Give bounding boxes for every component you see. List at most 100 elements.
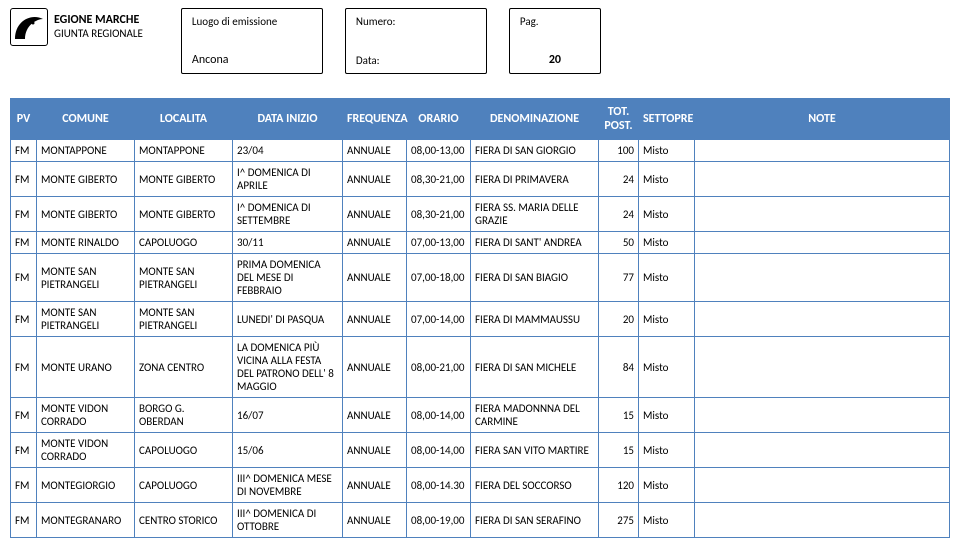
col-freq: FREQUENZA bbox=[343, 99, 407, 140]
cell-set: Misto bbox=[639, 232, 695, 254]
cell-pv: FM bbox=[11, 162, 37, 197]
cell-note bbox=[695, 232, 950, 254]
logo-subtitle: GIUNTA REGIONALE bbox=[54, 28, 143, 40]
page-label: Pag. bbox=[520, 15, 590, 28]
cell-localita: CAPOLUOGO bbox=[135, 232, 233, 254]
emission-place-box: Luogo di emissione Ancona bbox=[181, 8, 323, 74]
cell-den: FIERA MADONNNA DEL CARMINE bbox=[471, 398, 599, 433]
cell-data: 23/04 bbox=[233, 140, 343, 162]
cell-freq: ANNUALE bbox=[343, 468, 407, 503]
document-header: EGIONE MARCHE GIUNTA REGIONALE Luogo di … bbox=[10, 8, 950, 74]
cell-localita: CENTRO STORICO bbox=[135, 503, 233, 538]
table-head: PV COMUNE LOCALITA DATA INIZIO FREQUENZA… bbox=[11, 99, 950, 140]
cell-orario: 07,00-13,00 bbox=[407, 232, 471, 254]
cell-freq: ANNUALE bbox=[343, 140, 407, 162]
cell-comune: MONTE GIBERTO bbox=[37, 162, 135, 197]
cell-comune: MONTE SAN PIETRANGELI bbox=[37, 302, 135, 337]
cell-data: 16/07 bbox=[233, 398, 343, 433]
cell-orario: 08,00-19,00 bbox=[407, 503, 471, 538]
cell-note bbox=[695, 398, 950, 433]
col-note: NOTE bbox=[695, 99, 950, 140]
col-data: DATA INIZIO bbox=[233, 99, 343, 140]
cell-set: Misto bbox=[639, 254, 695, 302]
table-row: FMMONTE URANOZONA CENTROLA DOMENICA PIÙ … bbox=[11, 337, 950, 398]
cell-pv: FM bbox=[11, 302, 37, 337]
cell-orario: 08,30-21,00 bbox=[407, 197, 471, 232]
cell-pv: FM bbox=[11, 503, 37, 538]
cell-data: LA DOMENICA PIÙ VICINA ALLA FESTA DEL PA… bbox=[233, 337, 343, 398]
cell-note bbox=[695, 337, 950, 398]
data-table: PV COMUNE LOCALITA DATA INIZIO FREQUENZA… bbox=[10, 98, 950, 538]
logo-text: EGIONE MARCHE GIUNTA REGIONALE bbox=[54, 14, 143, 39]
table-row: FMMONTE RINALDOCAPOLUOGO30/11ANNUALE07,0… bbox=[11, 232, 950, 254]
cell-note bbox=[695, 254, 950, 302]
cell-tot: 50 bbox=[599, 232, 639, 254]
logo-block: EGIONE MARCHE GIUNTA REGIONALE bbox=[10, 8, 143, 46]
col-set: SETTOPRE bbox=[639, 99, 695, 140]
table-body: FMMONTAPPONEMONTAPPONE23/04ANNUALE08,00-… bbox=[11, 140, 950, 538]
cell-freq: ANNUALE bbox=[343, 503, 407, 538]
col-localita: LOCALITA bbox=[135, 99, 233, 140]
cell-note bbox=[695, 503, 950, 538]
cell-tot: 24 bbox=[599, 162, 639, 197]
cell-localita: MONTE GIBERTO bbox=[135, 162, 233, 197]
cell-den: FIERA DEL SOCCORSO bbox=[471, 468, 599, 503]
table-row: FMMONTAPPONEMONTAPPONE23/04ANNUALE08,00-… bbox=[11, 140, 950, 162]
cell-pv: FM bbox=[11, 398, 37, 433]
cell-data: 30/11 bbox=[233, 232, 343, 254]
cell-localita: BORGO G. OBERDAN bbox=[135, 398, 233, 433]
page-value: 20 bbox=[520, 53, 590, 67]
cell-den: FIERA DI PRIMAVERA bbox=[471, 162, 599, 197]
cell-freq: ANNUALE bbox=[343, 398, 407, 433]
col-orario: ORARIO bbox=[407, 99, 471, 140]
cell-orario: 08,00-14,00 bbox=[407, 398, 471, 433]
cell-data: III^ DOMENICA DI OTTOBRE bbox=[233, 503, 343, 538]
cell-tot: 20 bbox=[599, 302, 639, 337]
cell-note bbox=[695, 468, 950, 503]
cell-localita: MONTAPPONE bbox=[135, 140, 233, 162]
table-header-row: PV COMUNE LOCALITA DATA INIZIO FREQUENZA… bbox=[11, 99, 950, 140]
cell-tot: 100 bbox=[599, 140, 639, 162]
cell-set: Misto bbox=[639, 433, 695, 468]
page-box: Pag. 20 bbox=[509, 8, 601, 74]
cell-comune: MONTE URANO bbox=[37, 337, 135, 398]
cell-data: PRIMA DOMENICA DEL MESE DI FEBBRAIO bbox=[233, 254, 343, 302]
cell-orario: 08,00-14.30 bbox=[407, 468, 471, 503]
cell-tot: 77 bbox=[599, 254, 639, 302]
cell-freq: ANNUALE bbox=[343, 433, 407, 468]
cell-orario: 08,30-21,00 bbox=[407, 162, 471, 197]
table-row: FMMONTE VIDON CORRADOBORGO G. OBERDAN16/… bbox=[11, 398, 950, 433]
table-row: FMMONTE SAN PIETRANGELIMONTE SAN PIETRAN… bbox=[11, 254, 950, 302]
cell-den: FIERA DI SAN MICHELE bbox=[471, 337, 599, 398]
emission-place-label: Luogo di emissione bbox=[192, 15, 312, 28]
number-label: Numero: bbox=[356, 15, 476, 28]
cell-pv: FM bbox=[11, 337, 37, 398]
cell-localita: CAPOLUOGO bbox=[135, 433, 233, 468]
col-tot: TOT. POST. bbox=[599, 99, 639, 140]
cell-freq: ANNUALE bbox=[343, 197, 407, 232]
cell-set: Misto bbox=[639, 398, 695, 433]
cell-set: Misto bbox=[639, 162, 695, 197]
cell-freq: ANNUALE bbox=[343, 162, 407, 197]
header-boxes: Luogo di emissione Ancona Numero: Data: … bbox=[181, 8, 601, 74]
logo-title: EGIONE MARCHE bbox=[54, 14, 143, 27]
cell-comune: MONTE GIBERTO bbox=[37, 197, 135, 232]
cell-den: FIERA SAN VITO MARTIRE bbox=[471, 433, 599, 468]
cell-comune: MONTEGRANARO bbox=[37, 503, 135, 538]
cell-orario: 08,00-21,00 bbox=[407, 337, 471, 398]
cell-comune: MONTE VIDON CORRADO bbox=[37, 398, 135, 433]
emission-place-value: Ancona bbox=[192, 53, 312, 67]
cell-set: Misto bbox=[639, 140, 695, 162]
cell-den: FIERA DI MAMMAUSSU bbox=[471, 302, 599, 337]
cell-den: FIERA DI SANT' ANDREA bbox=[471, 232, 599, 254]
cell-data: LUNEDI' DI PASQUA bbox=[233, 302, 343, 337]
table-row: FMMONTE SAN PIETRANGELIMONTE SAN PIETRAN… bbox=[11, 302, 950, 337]
cell-comune: MONTAPPONE bbox=[37, 140, 135, 162]
cell-pv: FM bbox=[11, 140, 37, 162]
cell-tot: 15 bbox=[599, 398, 639, 433]
cell-data: I^ DOMENICA DI APRILE bbox=[233, 162, 343, 197]
cell-tot: 84 bbox=[599, 337, 639, 398]
cell-data: I^ DOMENICA DI SETTEMBRE bbox=[233, 197, 343, 232]
cell-note bbox=[695, 140, 950, 162]
cell-comune: MONTE VIDON CORRADO bbox=[37, 433, 135, 468]
